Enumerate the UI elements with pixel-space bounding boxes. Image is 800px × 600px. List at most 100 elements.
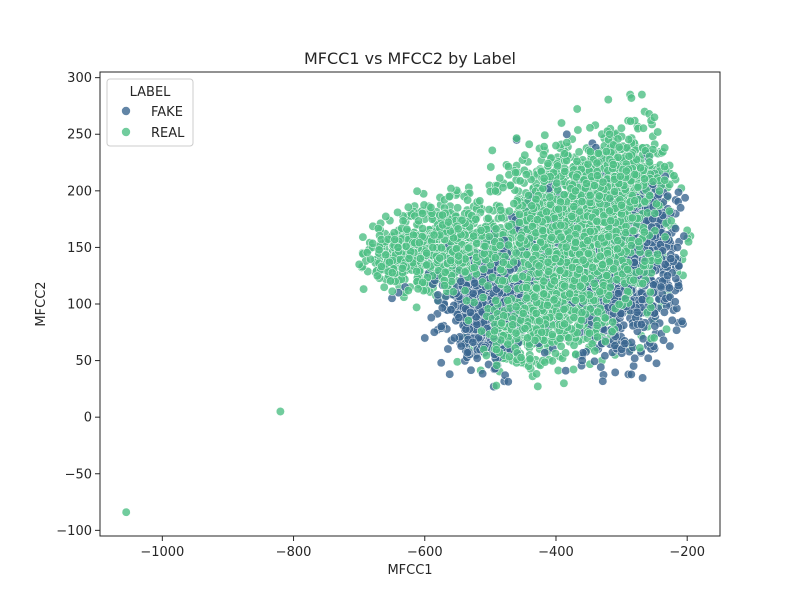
point-real (503, 296, 513, 305)
point-real (572, 104, 582, 114)
point-real (545, 192, 555, 202)
point-fake (436, 358, 446, 368)
point-fake (650, 321, 660, 331)
point-fake (454, 313, 464, 323)
point-real (512, 133, 522, 143)
point-real (660, 232, 670, 242)
point-fake (443, 344, 453, 354)
point-fake (671, 224, 680, 234)
point-real (552, 178, 562, 188)
point-real (569, 202, 579, 212)
point-real (585, 191, 595, 200)
point-real (521, 170, 531, 179)
point-real (412, 302, 422, 312)
point-fake (663, 271, 672, 281)
point-real (559, 190, 569, 200)
point-real (649, 333, 659, 343)
point-fake (437, 303, 447, 313)
point-real (638, 279, 648, 288)
point-fake (610, 367, 620, 377)
point-real (524, 139, 534, 149)
point-real (275, 407, 285, 416)
point-real (358, 232, 368, 242)
point-fake (665, 341, 675, 351)
point-real (627, 213, 637, 223)
point-real (503, 240, 513, 250)
point-real (585, 123, 595, 133)
point-real (598, 260, 608, 270)
point-real (638, 123, 648, 133)
point-fake (663, 191, 673, 201)
point-real (520, 150, 530, 160)
point-fake (632, 307, 642, 317)
point-real (121, 507, 131, 517)
point-real (532, 215, 542, 225)
point-real (572, 156, 582, 166)
point-fake (540, 348, 550, 358)
point-real (543, 159, 553, 168)
point-real (556, 232, 566, 242)
point-fake (680, 193, 690, 203)
point-real (379, 282, 389, 292)
point-real (453, 203, 463, 213)
point-real (515, 218, 524, 227)
point-real (354, 259, 364, 269)
point-real (567, 211, 577, 221)
point-real (640, 256, 650, 266)
point-fake (470, 278, 480, 288)
point-real (539, 142, 549, 152)
point-real (574, 147, 584, 157)
point-fake (449, 333, 459, 343)
point-real (554, 204, 564, 214)
point-real (562, 138, 572, 148)
point-real (653, 127, 663, 137)
point-real (539, 150, 548, 159)
point-real (635, 343, 645, 353)
point-real (605, 129, 615, 139)
point-real (604, 232, 614, 241)
point-fake (562, 129, 572, 139)
point-real (551, 141, 561, 151)
point-real (662, 324, 671, 334)
point-real (539, 173, 549, 183)
point-real (487, 145, 497, 155)
point-real (515, 176, 525, 186)
point-fake (598, 376, 608, 386)
point-real (595, 287, 605, 297)
point-real (509, 199, 519, 209)
point-fake (426, 313, 436, 323)
point-real (571, 172, 581, 182)
point-real (634, 237, 644, 247)
point-real (645, 287, 655, 297)
point-fake (590, 356, 599, 366)
point-fake (456, 276, 466, 286)
point-fake (420, 333, 430, 343)
point-fake (445, 369, 455, 379)
point-real (505, 180, 515, 190)
point-real (646, 303, 656, 312)
point-real (498, 183, 508, 192)
point-fake (468, 288, 478, 298)
point-real (547, 232, 557, 242)
point-fake (643, 353, 653, 363)
point-real (666, 216, 676, 226)
point-real (553, 366, 563, 375)
point-fake (626, 369, 636, 379)
point-real (613, 236, 623, 246)
point-fake (468, 337, 478, 347)
point-fake (462, 348, 472, 358)
point-real (490, 186, 500, 196)
point-fake (465, 307, 475, 317)
point-real (626, 93, 636, 103)
point-real (511, 168, 521, 178)
point-real (412, 186, 422, 196)
point-fake (672, 325, 682, 335)
point-real (653, 249, 662, 259)
point-real (538, 226, 548, 235)
point-fake (637, 295, 647, 305)
point-fake (659, 335, 668, 345)
point-fake (466, 365, 476, 375)
point-fake (638, 373, 648, 383)
point-real (503, 162, 513, 172)
